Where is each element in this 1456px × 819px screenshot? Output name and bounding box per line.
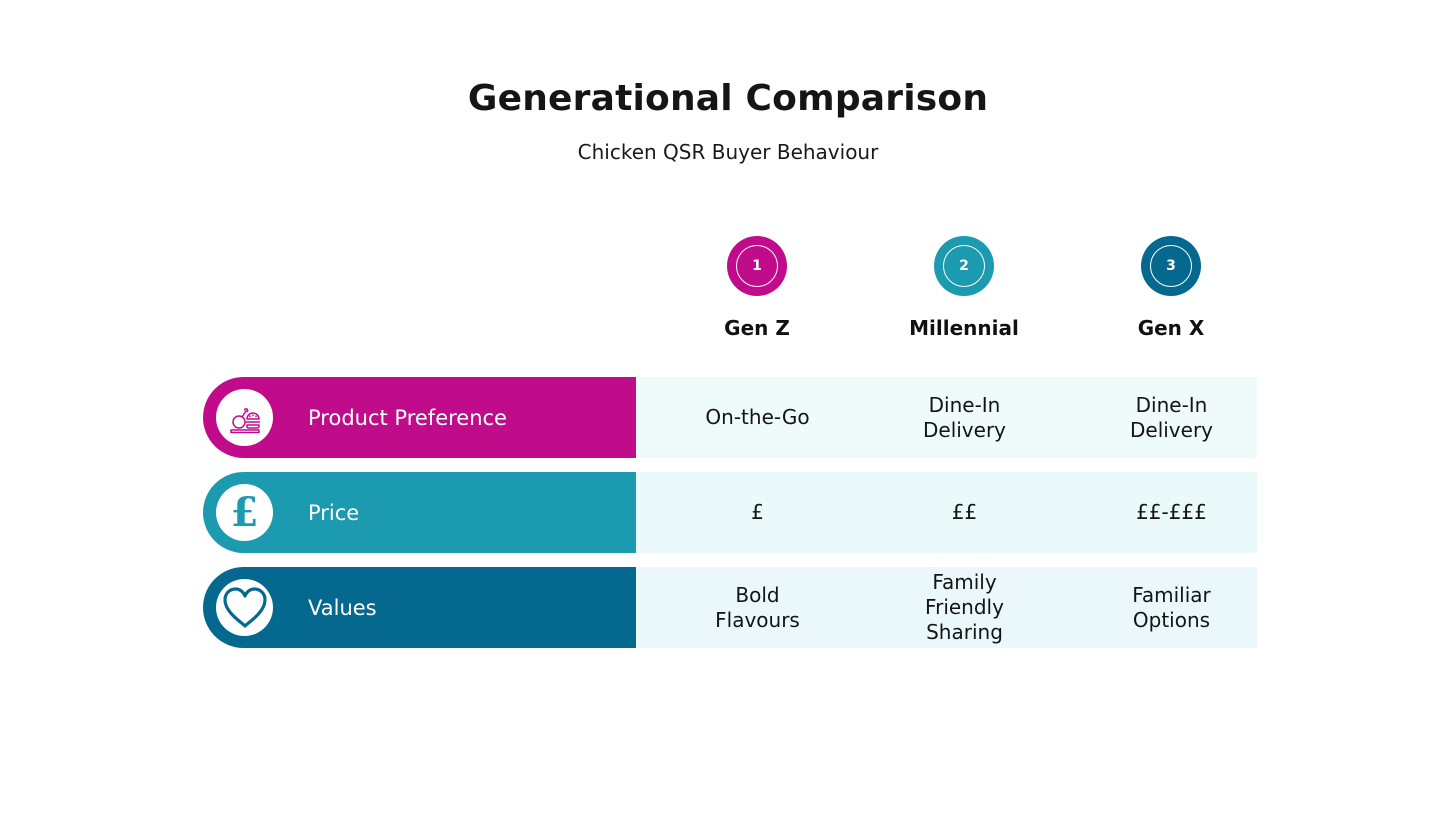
row-values-values: Bold Flavours Family Friendly Sharing Fa…: [636, 567, 1257, 648]
badge-number: 2: [959, 258, 969, 274]
cell-gen-z-price: £: [654, 472, 861, 553]
cell-line: ££-£££: [1136, 500, 1207, 524]
row-label-product-preference: Product Preference: [203, 377, 636, 458]
column-header-gen-z: Gen Z: [724, 316, 790, 340]
cell-gen-x-values: Familiar Options: [1068, 567, 1275, 648]
cell-line: On-the-Go: [705, 405, 810, 429]
cell-line: Dine-In: [928, 392, 1001, 417]
cell-line: Friendly: [925, 595, 1004, 619]
cell-line: ££: [951, 500, 978, 524]
icon-circle: [216, 389, 273, 446]
icon-circle: £: [216, 484, 273, 541]
row-label-text: Product Preference: [308, 405, 507, 430]
cell-millennial-values: Family Friendly Sharing: [861, 567, 1068, 648]
row-label-text: Values: [308, 595, 377, 620]
page-subtitle: Chicken QSR Buyer Behaviour: [577, 140, 879, 164]
row-values-product-preference: On-the-Go Dine-In Delivery Dine-In Deliv…: [636, 377, 1257, 458]
badge-number: 3: [1166, 258, 1176, 274]
cell-line: Flavours: [715, 607, 800, 632]
millennial-number-badge: 2: [934, 236, 994, 296]
cell-line: Bold: [735, 582, 780, 607]
column-header-millennial: Millennial: [909, 316, 1019, 340]
row-label-text: Price: [308, 500, 360, 525]
column-header-gen-x: Gen X: [1137, 316, 1205, 340]
row-label-values: Values: [203, 567, 636, 648]
page-title: Generational Comparison: [467, 78, 989, 119]
cell-line: Sharing: [926, 620, 1003, 644]
cell-millennial-price: ££: [861, 472, 1068, 553]
chicken-burger-icon: [229, 407, 260, 433]
gen-z-number-badge: 1: [727, 236, 787, 296]
icon-circle: [216, 579, 273, 636]
heart-icon: [222, 586, 267, 628]
cell-line: £: [751, 500, 764, 524]
cell-gen-z-values: Bold Flavours: [654, 567, 861, 648]
badge-number: 1: [752, 258, 762, 274]
cell-line: Familiar: [1132, 582, 1211, 607]
pound-sign-icon: £: [230, 488, 259, 536]
cell-millennial-product-preference: Dine-In Delivery: [861, 377, 1068, 458]
cell-line: Delivery: [922, 417, 1007, 442]
cell-line: Family: [932, 570, 997, 594]
row-label-price: £ Price: [203, 472, 636, 553]
cell-gen-x-price: ££-£££: [1068, 472, 1275, 553]
cell-line: Delivery: [1129, 417, 1214, 442]
cell-gen-z-product-preference: On-the-Go: [654, 377, 861, 458]
cell-line: Dine-In: [1135, 392, 1208, 417]
cell-gen-x-product-preference: Dine-In Delivery: [1068, 377, 1275, 458]
cell-line: Options: [1132, 607, 1211, 632]
gen-x-number-badge: 3: [1141, 236, 1201, 296]
row-values-price: £ ££ ££-£££: [636, 472, 1257, 553]
